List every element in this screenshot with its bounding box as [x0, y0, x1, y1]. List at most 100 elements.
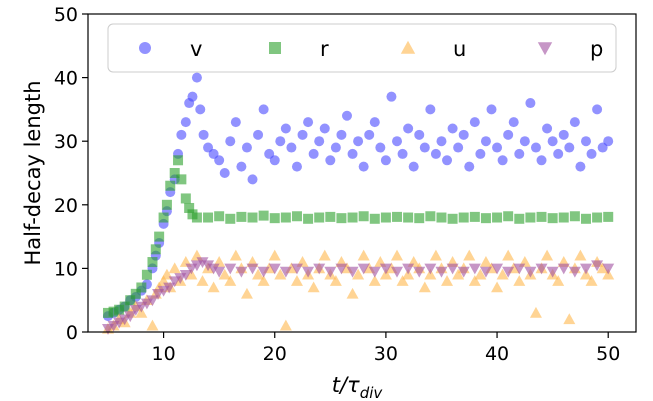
data-point-r	[119, 301, 130, 312]
data-point-p	[207, 263, 220, 275]
plot-area	[102, 72, 615, 335]
data-point-u	[168, 262, 181, 274]
data-point-v	[592, 104, 603, 115]
legend-entry-p: p	[537, 37, 603, 61]
data-point-r	[173, 155, 184, 166]
legend-label-r: r	[320, 37, 329, 61]
data-point-r	[536, 211, 547, 222]
data-point-v	[464, 161, 475, 172]
data-point-v	[575, 161, 586, 172]
data-point-p	[424, 263, 437, 275]
data-point-r	[141, 269, 152, 280]
data-point-v	[191, 72, 202, 83]
data-point-u	[368, 275, 381, 286]
data-point-r	[161, 199, 172, 210]
x-tick-label: 30	[374, 343, 398, 365]
data-point-r	[436, 212, 447, 223]
data-point-v	[308, 148, 319, 159]
legend-entry-u: u	[400, 37, 466, 61]
data-point-r	[547, 213, 558, 224]
legend-label-v: v	[190, 37, 202, 61]
data-point-p	[535, 263, 548, 275]
data-point-v	[486, 104, 497, 115]
legend-label-u: u	[453, 37, 466, 61]
data-point-p	[413, 266, 426, 278]
data-point-p	[457, 266, 470, 278]
data-point-u	[274, 268, 287, 280]
data-point-v	[536, 155, 547, 166]
data-point-r	[447, 213, 458, 224]
data-point-v	[447, 123, 458, 134]
data-point-p	[224, 263, 237, 275]
data-point-v	[319, 123, 330, 134]
data-point-r	[580, 213, 591, 224]
data-point-v	[380, 155, 391, 166]
data-point-u	[268, 249, 281, 261]
data-point-r	[154, 231, 165, 242]
data-point-v	[375, 142, 386, 153]
data-point-v	[369, 117, 380, 128]
data-point-p	[346, 266, 359, 278]
data-point-u	[474, 268, 487, 280]
data-point-r	[214, 211, 225, 222]
data-point-r	[592, 212, 603, 223]
data-point-p	[602, 263, 615, 275]
data-point-u	[224, 275, 237, 286]
data-point-v	[303, 117, 314, 128]
data-point-u	[463, 249, 476, 261]
data-point-p	[568, 266, 581, 278]
legend-marker-p	[537, 42, 553, 56]
data-point-u	[257, 275, 270, 286]
data-point-r	[325, 211, 336, 222]
x-tick-label: 20	[263, 343, 287, 365]
data-point-r	[184, 202, 195, 213]
data-point-r	[514, 213, 525, 224]
data-point-v	[430, 148, 441, 159]
data-point-r	[176, 174, 187, 185]
data-point-v	[586, 148, 597, 159]
data-point-p	[468, 263, 481, 275]
data-point-v	[547, 136, 558, 147]
data-point-u	[329, 275, 342, 286]
data-point-r	[136, 282, 147, 293]
data-point-v	[280, 123, 291, 134]
data-point-r	[280, 212, 291, 223]
data-point-r	[258, 210, 269, 221]
data-point-v	[195, 104, 206, 115]
x-axis-title-subscript: div	[360, 384, 384, 401]
data-point-v	[519, 136, 530, 147]
axes: 10 20 30 40 50 0 10 20 30 40 50	[54, 4, 637, 365]
data-point-u	[318, 249, 331, 261]
data-point-p	[557, 263, 570, 275]
data-point-u	[491, 281, 504, 293]
y-tick-label: 30	[54, 131, 78, 153]
data-point-v	[247, 174, 258, 185]
data-point-p	[502, 266, 515, 278]
data-point-v	[558, 129, 569, 140]
data-point-v	[580, 136, 591, 147]
data-point-v	[569, 117, 580, 128]
data-point-u	[396, 275, 409, 286]
data-point-r	[169, 168, 180, 178]
y-axis-title: Half-decay length	[21, 80, 45, 265]
data-point-p	[479, 266, 492, 278]
data-point-u	[502, 249, 515, 261]
data-point-r	[503, 211, 514, 222]
data-point-r	[369, 213, 380, 224]
data-point-p	[546, 266, 559, 278]
data-point-v	[198, 129, 209, 140]
data-point-v	[230, 117, 241, 128]
data-point-r	[403, 212, 414, 223]
series-r	[103, 155, 614, 318]
data-point-r	[108, 306, 119, 317]
data-point-u	[574, 249, 587, 261]
data-point-r	[469, 211, 480, 222]
data-point-v	[436, 136, 447, 147]
data-point-r	[191, 212, 202, 223]
data-point-v	[253, 129, 264, 140]
data-point-v	[358, 161, 369, 172]
data-point-p	[246, 263, 259, 275]
data-point-r	[336, 213, 347, 224]
data-point-v	[458, 129, 469, 140]
data-point-r	[291, 211, 302, 222]
